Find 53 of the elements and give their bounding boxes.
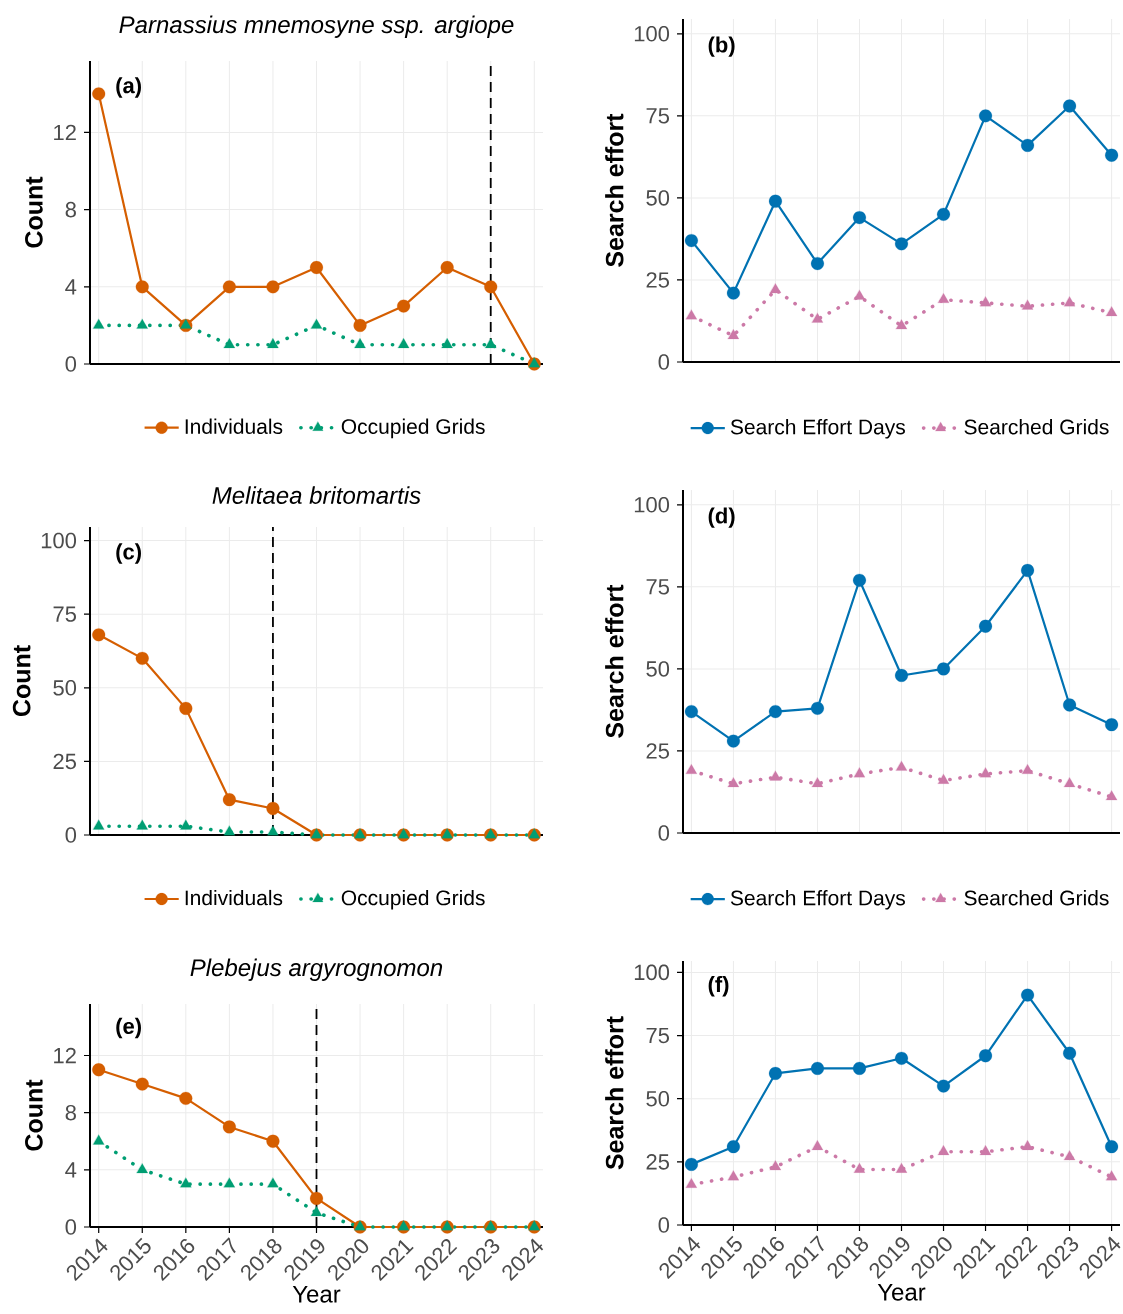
annotation: (a)	[116, 77, 141, 98]
y-tick-label: 25	[646, 272, 669, 288]
y-axis-title: Search effort	[605, 113, 624, 267]
y-tick-label: 100	[634, 26, 670, 42]
y-tick-label: 100	[634, 497, 670, 513]
y-tick-label: 0	[65, 827, 77, 843]
legend-label: Searched Grids	[964, 890, 1109, 906]
y-tick-label: 75	[53, 606, 76, 622]
y-tick-label: 75	[646, 579, 669, 595]
y-tick-label: 25	[646, 1154, 669, 1170]
y-tick-label: 25	[53, 753, 76, 770]
y-tick-label: 50	[646, 190, 670, 206]
annotation: (e)	[116, 1017, 141, 1039]
legend-label: Occupied Grids	[341, 418, 485, 439]
y-tick-label: 12	[54, 1047, 76, 1064]
legend-label: Individuals	[185, 418, 283, 435]
y-tick-label: 100	[634, 964, 670, 981]
y-tick-label: 12	[54, 124, 76, 141]
y-tick-label: 50	[646, 661, 670, 677]
y-axis-title: Count	[25, 176, 43, 248]
y-axis-title: Search effort	[605, 584, 624, 738]
y-tick-label: 0	[65, 1219, 77, 1235]
y-tick-label: 0	[658, 354, 670, 370]
annotation: (d)	[708, 507, 735, 528]
legend-label: Individuals	[185, 889, 283, 906]
y-tick-label: 0	[658, 1217, 670, 1233]
y-axis-title: Search effort	[605, 1016, 624, 1170]
chart-title: Parnassius mnemosyne ssp. argiope	[119, 15, 514, 38]
legend-label: Searched Grids	[964, 419, 1109, 435]
y-tick-label: 100	[41, 532, 77, 549]
y-tick-label: 50	[53, 680, 77, 696]
y-tick-label: 25	[646, 743, 669, 759]
y-tick-label: 4	[65, 279, 77, 295]
y-axis-title: Count	[12, 645, 31, 717]
y-tick-label: 8	[65, 201, 76, 218]
y-tick-label: 50	[646, 1090, 670, 1107]
x-axis-title: Year	[877, 1283, 926, 1301]
y-tick-label: 0	[658, 825, 670, 841]
y-axis-title: Count	[25, 1079, 43, 1151]
legend-label: Search Effort Days	[730, 890, 905, 910]
annotation: (b)	[708, 36, 735, 57]
legend-label: Search Effort Days	[730, 419, 905, 439]
annotation: (c)	[116, 543, 141, 564]
y-tick-label: 75	[646, 108, 669, 124]
chart-title: Melitaea britomartis	[212, 486, 421, 504]
y-tick-label: 75	[646, 1027, 669, 1044]
chart-title: Plebejus argyrognomon	[190, 958, 443, 981]
y-tick-label: 8	[65, 1104, 76, 1121]
legend-label: Occupied Grids	[341, 889, 485, 910]
annotation: (f)	[708, 976, 729, 997]
x-axis-title: Year	[292, 1285, 341, 1303]
y-tick-label: 0	[65, 356, 77, 372]
y-tick-label: 4	[65, 1162, 77, 1178]
